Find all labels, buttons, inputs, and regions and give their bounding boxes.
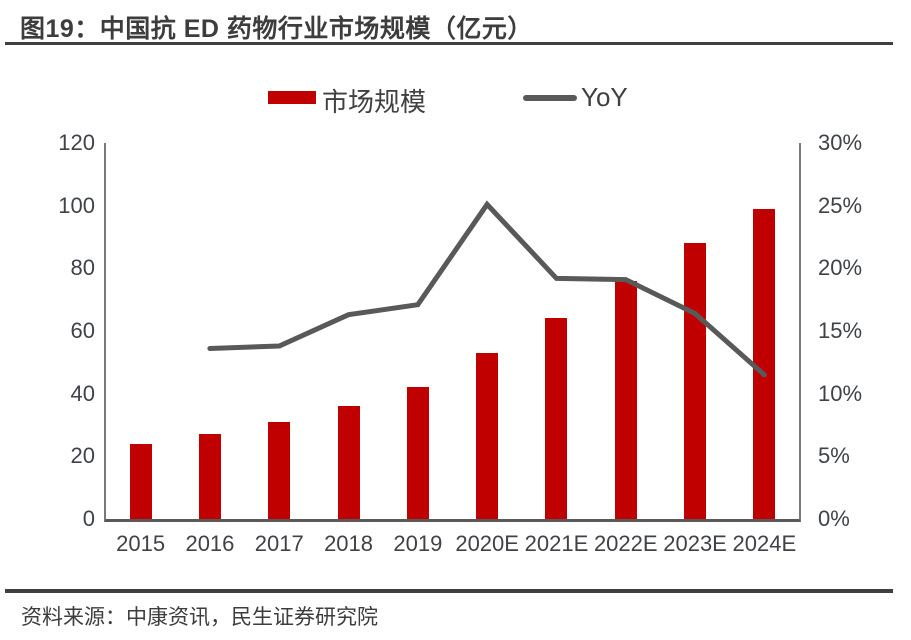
left-axis-tick: 100 (58, 192, 95, 218)
right-axis-tick: 0% (818, 506, 850, 531)
x-axis-label-2019: 2019 (393, 531, 443, 556)
x-axis-label-2018: 2018 (324, 531, 374, 556)
plot-box (104, 143, 801, 522)
bar-2017 (268, 421, 291, 519)
left-axis-tick: 20 (70, 443, 95, 469)
bar-2018 (337, 406, 360, 519)
source-note: 资料来源：中康资讯，民生证券研究院 (21, 606, 378, 629)
x-axis-label-2015: 2015 (116, 531, 166, 556)
right-axis-tick: 15% (818, 318, 863, 343)
x-axis-label-2024e: 2024E (732, 531, 797, 556)
x-axis-label-2021e: 2021E (524, 531, 589, 556)
left-axis-tick: 60 (70, 318, 95, 343)
left-axis-tick: 120 (58, 130, 95, 155)
x-axis-label-2017: 2017 (254, 531, 304, 556)
left-axis-tick: 0 (82, 506, 95, 531)
legend-line-label: YoY (581, 82, 628, 112)
title-underline (5, 42, 893, 45)
figure-title: 图19：中国抗 ED 药物行业市场规模（亿元） (20, 15, 533, 43)
bar-2015 (129, 443, 152, 519)
right-axis-tick: 30% (818, 130, 863, 155)
left-axis-tick: 80 (70, 255, 95, 281)
bar-2020e (476, 352, 499, 519)
yoy-line (207, 200, 767, 378)
bar-2024e (753, 208, 776, 519)
left-axis-tick: 40 (70, 380, 95, 406)
right-axis-tick: 25% (818, 192, 863, 218)
x-axis-label-2020e: 2020E (455, 531, 519, 556)
right-axis-tick: 10% (818, 380, 863, 406)
x-axis-label-2022e: 2022E (593, 531, 658, 556)
bar-2021e (545, 318, 568, 519)
right-axis-tick: 5% (818, 443, 850, 469)
bar-2016 (198, 434, 221, 519)
legend-bar-label: 市场规模 (322, 87, 427, 117)
x-axis-label-2023e: 2023E (663, 531, 727, 556)
bar-2019 (406, 387, 429, 519)
right-axis-tick: 20% (818, 255, 863, 281)
legend-bar-swatch (268, 91, 316, 104)
legend-line-swatch (523, 95, 577, 101)
x-axis-label-2016: 2016 (185, 531, 235, 556)
bar-2022e (614, 280, 637, 519)
bottom-rule (5, 589, 893, 593)
